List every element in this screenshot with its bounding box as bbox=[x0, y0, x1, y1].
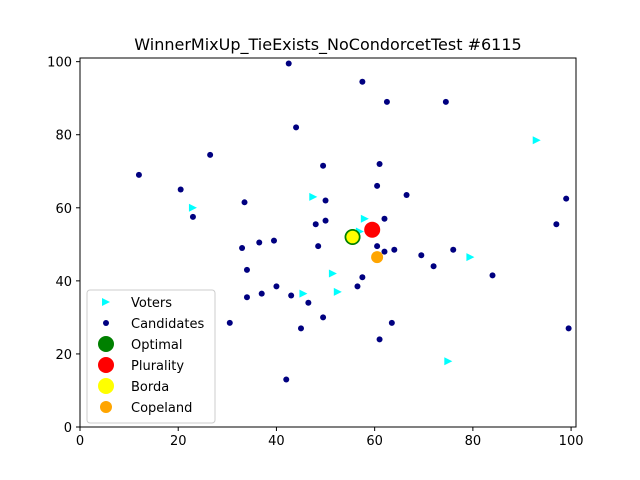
candidates-point bbox=[322, 197, 329, 204]
candidates-point bbox=[391, 246, 398, 253]
candidates-point bbox=[565, 325, 572, 332]
candidates-point bbox=[315, 243, 322, 250]
candidates-point bbox=[359, 78, 366, 85]
legend-label-copeland: Copeland bbox=[131, 401, 192, 416]
candidates-point bbox=[442, 98, 449, 105]
candidates-point bbox=[374, 182, 381, 189]
candidates-point bbox=[376, 160, 383, 167]
voters-point bbox=[328, 269, 337, 278]
candidates-point bbox=[383, 98, 390, 105]
voters-point bbox=[466, 253, 475, 262]
candidates-point bbox=[297, 325, 304, 332]
candidates-point bbox=[207, 151, 214, 158]
candidates-point bbox=[376, 336, 383, 343]
y-tick-label: 40 bbox=[55, 275, 72, 290]
candidates-point bbox=[258, 290, 265, 297]
legend-marker-copeland bbox=[100, 401, 112, 413]
voters-point bbox=[299, 289, 308, 298]
candidates-point bbox=[388, 319, 395, 326]
legend-label-candidates: Candidates bbox=[131, 317, 204, 332]
voters-point bbox=[444, 357, 453, 366]
borda-point bbox=[344, 229, 361, 245]
x-tick-label: 0 bbox=[76, 434, 84, 449]
candidates-point bbox=[241, 199, 248, 206]
candidates-point bbox=[374, 243, 381, 250]
legend-label-borda: Borda bbox=[131, 380, 169, 395]
candidates-point bbox=[381, 215, 388, 222]
plot-frame bbox=[79, 57, 577, 428]
plurality-point bbox=[364, 221, 381, 238]
y-tick-label: 80 bbox=[55, 129, 72, 144]
candidates-point bbox=[285, 60, 292, 67]
y-tick-label: 20 bbox=[55, 348, 72, 363]
candidates-point bbox=[243, 266, 250, 273]
candidates-point bbox=[322, 217, 329, 224]
chart-title: WinnerMixUp_TieExists_NoCondorcetTest #6… bbox=[134, 35, 521, 55]
candidates-point bbox=[189, 213, 196, 220]
candidates-point bbox=[256, 239, 263, 246]
candidates-point bbox=[450, 246, 457, 253]
candidates-point bbox=[177, 186, 184, 193]
candidates-point bbox=[239, 244, 246, 251]
y-tick-label: 0 bbox=[64, 421, 72, 436]
candidates-point bbox=[430, 263, 437, 270]
x-tick-label: 40 bbox=[268, 434, 285, 449]
candidates-point bbox=[273, 283, 280, 290]
legend-marker-plurality bbox=[98, 357, 114, 373]
y-tick-label: 60 bbox=[55, 202, 72, 217]
voters-point bbox=[188, 203, 197, 212]
voters-point bbox=[333, 287, 342, 296]
candidates-point bbox=[135, 171, 142, 178]
legend-marker-borda bbox=[98, 378, 114, 394]
plot-area bbox=[135, 60, 572, 383]
legend-label-plurality: Plurality bbox=[131, 359, 184, 374]
candidates-point bbox=[553, 221, 560, 228]
candidates-point bbox=[270, 237, 277, 244]
voters-point bbox=[309, 192, 318, 201]
candidates-point bbox=[563, 195, 570, 202]
y-tick-label: 100 bbox=[47, 56, 72, 71]
candidates-point bbox=[418, 252, 425, 259]
voters-point bbox=[532, 136, 541, 145]
copeland-point bbox=[371, 251, 384, 264]
candidates-point bbox=[403, 192, 410, 199]
x-tick-label: 20 bbox=[170, 434, 187, 449]
candidates-point bbox=[320, 314, 327, 321]
legend-marker-optimal bbox=[98, 336, 114, 352]
candidates-point bbox=[288, 292, 295, 299]
candidates-point bbox=[489, 272, 496, 279]
voters-point bbox=[360, 214, 369, 223]
x-tick-label: 60 bbox=[366, 434, 383, 449]
candidates-point bbox=[243, 294, 250, 301]
candidates-point bbox=[283, 376, 290, 383]
legend-marker-voters bbox=[102, 298, 110, 306]
candidates-point bbox=[293, 124, 300, 131]
candidates-point bbox=[381, 248, 388, 255]
legend-label-voters: Voters bbox=[131, 296, 172, 311]
candidates-point bbox=[359, 274, 366, 281]
legend-marker-candidates bbox=[103, 320, 109, 326]
x-tick-label: 80 bbox=[465, 434, 482, 449]
candidates-point bbox=[312, 221, 319, 228]
axes: 0 20 40 60 80 100 0 20 40 60 80 100 bbox=[47, 56, 583, 449]
candidates-point bbox=[320, 162, 327, 169]
legend-label-optimal: Optimal bbox=[131, 338, 182, 353]
legend: Voters Candidates Optimal Plurality Borda Cop… bbox=[86, 289, 216, 424]
x-tick-label: 100 bbox=[559, 434, 584, 449]
candidates-point bbox=[226, 319, 233, 326]
candidates-point bbox=[354, 283, 361, 290]
legend-box bbox=[86, 289, 216, 424]
candidates-point bbox=[305, 299, 312, 306]
